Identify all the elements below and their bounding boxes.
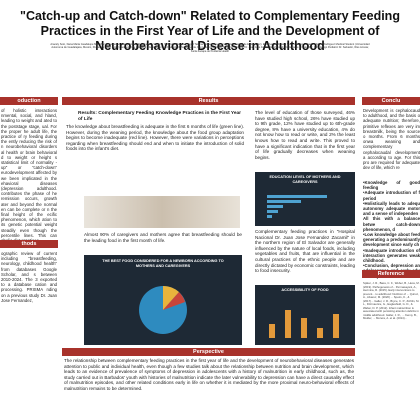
authors: Aracely Soto, Iliana Maria Guadalupe MD,… bbox=[50, 43, 370, 53]
perspective-text: The relationship between complementary f… bbox=[64, 358, 354, 391]
conclusion-item: All this with a balance betwe catch-down… bbox=[363, 216, 420, 232]
methods-text: ographic review of current including "br… bbox=[1, 251, 57, 303]
introduction-text: of holistic interactions nmental, social… bbox=[1, 108, 57, 243]
photo bbox=[84, 196, 240, 228]
results-subtitle: Results: Complementary Feeding Knowledge… bbox=[78, 111, 242, 122]
conclusions-text: Development is cephalocaud to adulthood,… bbox=[363, 108, 420, 171]
figure: ACCESSIBILITY OF FOOD bbox=[255, 285, 355, 345]
figure-title: THE BEST FOOD CONSIDERED FOR A NEWBORN A… bbox=[102, 259, 224, 268]
figure-graphic bbox=[267, 195, 327, 219]
pie-decoration bbox=[163, 286, 179, 311]
conclusion-item: •Knowledge of good feeding bbox=[363, 180, 420, 191]
conclusion-item: •Holistically leads to adequ autonomy ad… bbox=[363, 200, 420, 217]
conclusion-item: •Low knowledge about feed generating a p… bbox=[363, 232, 420, 248]
conclusion-item: •Inadequate introduction of interaction … bbox=[363, 247, 420, 264]
figure-graphic bbox=[269, 309, 339, 338]
results-text: Complementary feeding practices in "Hosp… bbox=[255, 229, 355, 274]
results-text: The level of education of those surveyed… bbox=[255, 110, 355, 160]
section-header: Conclu bbox=[362, 97, 420, 105]
results-text: Almost 90% of caregivers and mothers agr… bbox=[84, 232, 242, 243]
section-header: Reference bbox=[362, 270, 420, 278]
title: "Catch-up and Catch-down" Related to Com… bbox=[20, 9, 400, 53]
title-area bbox=[0, 0, 420, 88]
references-text: Spiker, J. R., Bass, C. F., Weber, B., H… bbox=[363, 281, 420, 320]
section-header: thods bbox=[0, 240, 58, 248]
results-text: The knowledge about breastfeeding is ade… bbox=[66, 124, 244, 152]
section-header: oduction bbox=[0, 97, 58, 105]
figure: THE BEST FOOD CONSIDERED FOR A NEWBORN A… bbox=[84, 255, 242, 345]
section-header: Perspective bbox=[62, 348, 355, 356]
figure-title: ACCESSIBILITY OF FOOD bbox=[281, 288, 329, 292]
conclusion-item: •Adequate introduction of f period bbox=[363, 190, 420, 201]
figure: EDUCATION LEVEL OF MOTHERS AND CAREGIVER… bbox=[255, 172, 355, 226]
section-header: Results bbox=[62, 97, 355, 105]
conclusions-list: •Knowledge of good feeding •Adequate intr… bbox=[363, 180, 420, 279]
figure-title: EDUCATION LEVEL OF MOTHERS AND CAREGIVER… bbox=[269, 175, 341, 184]
figure-graphic bbox=[139, 286, 187, 335]
pie-decoration bbox=[163, 292, 185, 311]
